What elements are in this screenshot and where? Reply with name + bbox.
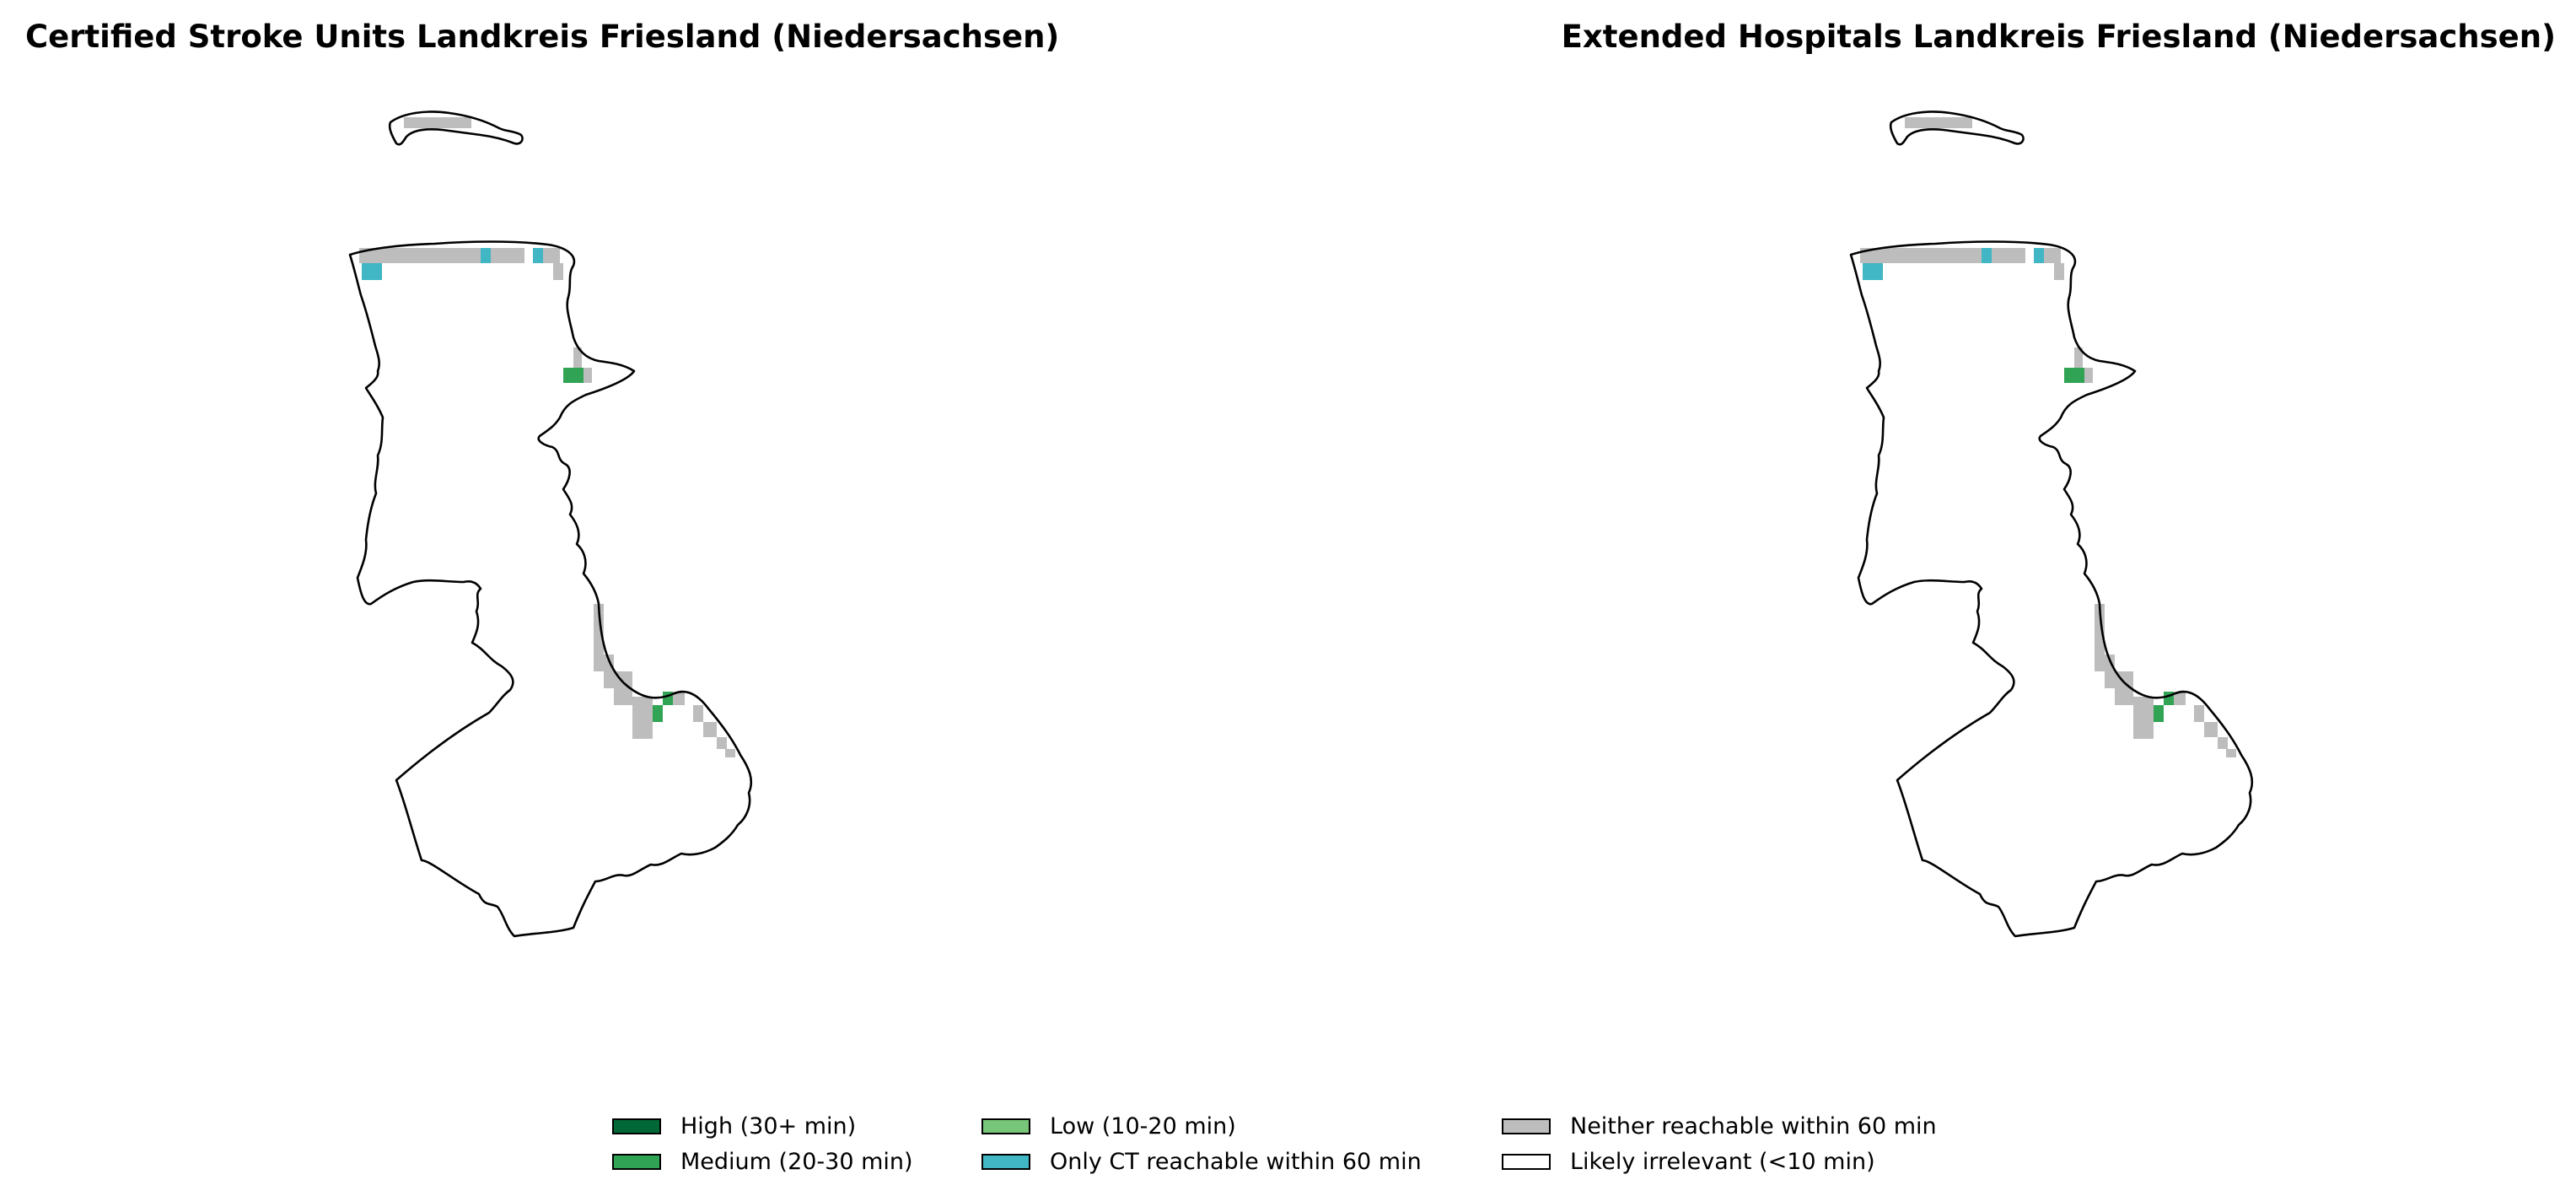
legend-item-low: Low (10-20 min) — [981, 1113, 1236, 1139]
right-map-title: Extended Hospitals Landkreis Friesland (… — [1561, 19, 2556, 55]
legend-item-neither: Neither reachable within 60 min — [1502, 1113, 1937, 1139]
legend-item-only-ct: Only CT reachable within 60 min — [981, 1149, 1422, 1175]
left-district-map — [348, 110, 753, 938]
legend-item-medium: Medium (20-30 min) — [612, 1149, 913, 1175]
legend-label-irrelevant: Likely irrelevant (<10 min) — [1570, 1149, 1875, 1175]
legend-label-high: High (30+ min) — [680, 1113, 857, 1139]
legend-swatch-irrelevant — [1502, 1154, 1551, 1170]
legend: High (30+ min) Medium (20-30 min) Low (1… — [612, 1113, 2046, 1189]
legend-label-medium: Medium (20-30 min) — [680, 1149, 913, 1175]
legend-swatch-high — [612, 1118, 661, 1134]
legend-swatch-only-ct — [981, 1154, 1030, 1170]
legend-swatch-low — [981, 1118, 1030, 1134]
legend-swatch-medium — [612, 1154, 661, 1170]
legend-label-low: Low (10-20 min) — [1050, 1113, 1236, 1139]
legend-swatch-neither — [1502, 1118, 1551, 1134]
legend-item-irrelevant: Likely irrelevant (<10 min) — [1502, 1149, 1875, 1175]
legend-item-high: High (30+ min) — [612, 1113, 856, 1139]
right-district-map — [1849, 110, 2254, 938]
legend-label-neither: Neither reachable within 60 min — [1570, 1113, 1937, 1139]
left-map-title: Certified Stroke Units Landkreis Friesla… — [25, 19, 1060, 55]
legend-label-only-ct: Only CT reachable within 60 min — [1050, 1149, 1422, 1175]
